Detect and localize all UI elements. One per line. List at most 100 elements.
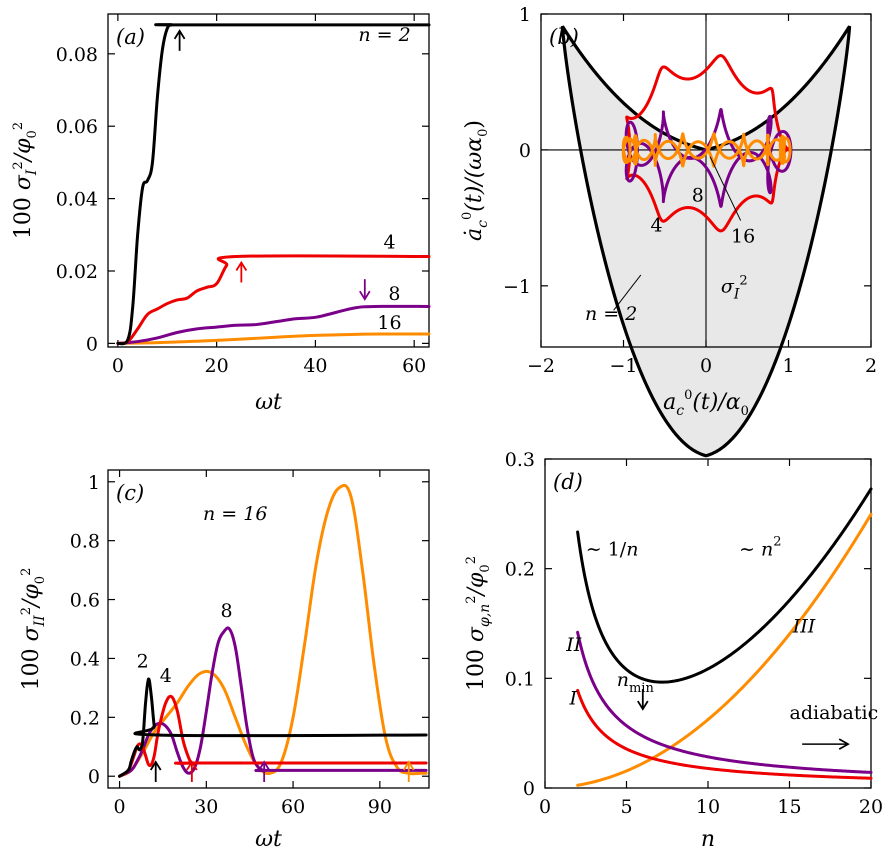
y-axis-label: ȧc0(t)/(ωα0) (460, 120, 491, 241)
y-tick-label: 0.6 (70, 590, 100, 612)
x-tick-label: 40 (303, 355, 327, 377)
plot-frame (107, 469, 430, 789)
series-label: n = 2 (358, 24, 410, 46)
plot-frame (107, 13, 430, 348)
y-tick-label: 1 (519, 4, 531, 26)
arrow-n16 (402, 760, 415, 782)
scaling-label: ∼ 1/n (586, 539, 639, 561)
series-I (576, 688, 873, 780)
y-tick-label: 0.06 (56, 116, 98, 138)
series-n2 (116, 23, 431, 346)
x-axis-label: ωt (255, 827, 282, 852)
series-n16 (621, 132, 792, 168)
y-axis-label-group: 100 σI2/φ02 (11, 122, 40, 239)
y-tick-label: 0.8 (70, 531, 100, 553)
y-tick-label: 0.1 (505, 668, 535, 690)
x-tick-label: 5 (620, 796, 632, 818)
series-label: 8 (692, 185, 704, 207)
series-label: 4 (650, 214, 662, 236)
y-tick-label: 0.04 (56, 189, 98, 211)
x-tick-label: 20 (205, 355, 229, 377)
series-label: 2 (137, 650, 149, 672)
x-tick-label: −1 (609, 355, 637, 377)
sigma-label: σI2 (721, 274, 748, 303)
y-tick-label: 0.4 (70, 648, 100, 670)
panel-b: −2 −1 0 1 2 −1 0 1 (b) n = 2 4 8 16 σI2 ac0(t)/α0 ȧc0(t… (460, 4, 877, 458)
arrow-nmin (637, 689, 649, 711)
series-label: 8 (388, 283, 400, 305)
x-tick-label: 1 (782, 355, 794, 377)
y-tick-label: 0.2 (70, 707, 100, 729)
series-II (576, 630, 873, 774)
x-tick-label: 90 (368, 796, 392, 818)
x-axis-label: ωt (255, 390, 282, 415)
series-label: III (792, 615, 816, 637)
series-n16 (118, 483, 428, 778)
series-label: 4 (160, 665, 172, 687)
y-axis-label: 100 σI2/φ02 (11, 122, 40, 239)
series-n2 (118, 677, 428, 778)
x-tick-label: 2 (865, 355, 877, 377)
panel-label: (c) (116, 481, 144, 505)
y-axis-label-group: ȧc0(t)/(ωα0) (460, 120, 491, 241)
panel-label: (a) (116, 25, 145, 49)
leader-n2 (613, 274, 642, 311)
y-tick-label: 0.2 (505, 559, 535, 581)
y-tick-label: 0 (88, 766, 100, 788)
series-label: n = 2 (585, 303, 637, 325)
y-axis-label: 100 σφ,n2/φ02 (464, 556, 493, 691)
arrow-n4 (186, 760, 198, 782)
x-axis-label: n (701, 827, 715, 852)
panel-label: (d) (553, 470, 583, 494)
series-label: n = 16 (203, 503, 267, 525)
y-axis-label-group: 100 σII2/φ02 (19, 568, 48, 691)
y-tick-label: 0.3 (505, 449, 535, 471)
arrow-n2 (173, 29, 186, 51)
y-tick-label: 0 (86, 333, 98, 355)
series-total (576, 487, 873, 684)
x-tick-label: 15 (777, 796, 801, 818)
y-tick-label: 0 (523, 778, 535, 800)
arrow-n2 (149, 760, 162, 782)
panel-label: (b) (549, 25, 579, 49)
x-tick-label: 10 (696, 796, 720, 818)
x-axis-label: ac0(t)/α0 (663, 388, 749, 419)
x-tick-label: 60 (281, 796, 305, 818)
series-label: II (565, 634, 582, 656)
series-n8 (116, 304, 431, 345)
x-tick-label: 20 (859, 796, 883, 818)
y-tick-label: 0.02 (56, 261, 98, 283)
x-tick-label: 0 (114, 796, 126, 818)
y-tick-label: −1 (503, 276, 531, 298)
arrow-n8 (258, 760, 270, 782)
adiabatic-label: adiabatic (790, 702, 879, 724)
nmin-label: nmin (617, 669, 655, 696)
y-tick-label: 0.08 (56, 44, 98, 66)
y-axis-label-group: 100 σφ,n2/φ02 (464, 556, 493, 691)
x-tick-label: −2 (527, 355, 555, 377)
series-label: 16 (377, 312, 401, 334)
panel-c: 0 30 60 90 0 0.2 0.4 0.6 0.8 1 (c) 24 8 n = 16 ωt 100 σ… (19, 469, 430, 852)
series-n4 (116, 254, 431, 345)
plot-frame (544, 458, 872, 789)
x-axis-label-group: ac0(t)/α0 (663, 388, 749, 419)
series-III (576, 512, 873, 787)
arrow-n8 (359, 279, 371, 301)
series-label: I (568, 688, 577, 710)
arrow-n4 (235, 260, 248, 283)
y-axis-label: 100 σII2/φ02 (19, 568, 48, 691)
leader-n16 (709, 156, 742, 221)
y-tick-label: 0 (519, 140, 531, 162)
panel-a: 0 20 40 60 0 0.02 0.04 0.06 0.08 (a) n = 2 4 8 16 ωt 10… (11, 13, 431, 415)
x-tick-label: 30 (194, 796, 218, 818)
arrow-adiabatic (802, 738, 850, 750)
x-tick-label: 0 (700, 355, 712, 377)
x-tick-label: 60 (402, 355, 426, 377)
series-label: 4 (383, 232, 395, 254)
x-tick-label: 0 (539, 796, 551, 818)
y-tick-label: 1 (88, 472, 100, 494)
series-label: 8 (221, 600, 233, 622)
series-label: 16 (731, 225, 755, 247)
